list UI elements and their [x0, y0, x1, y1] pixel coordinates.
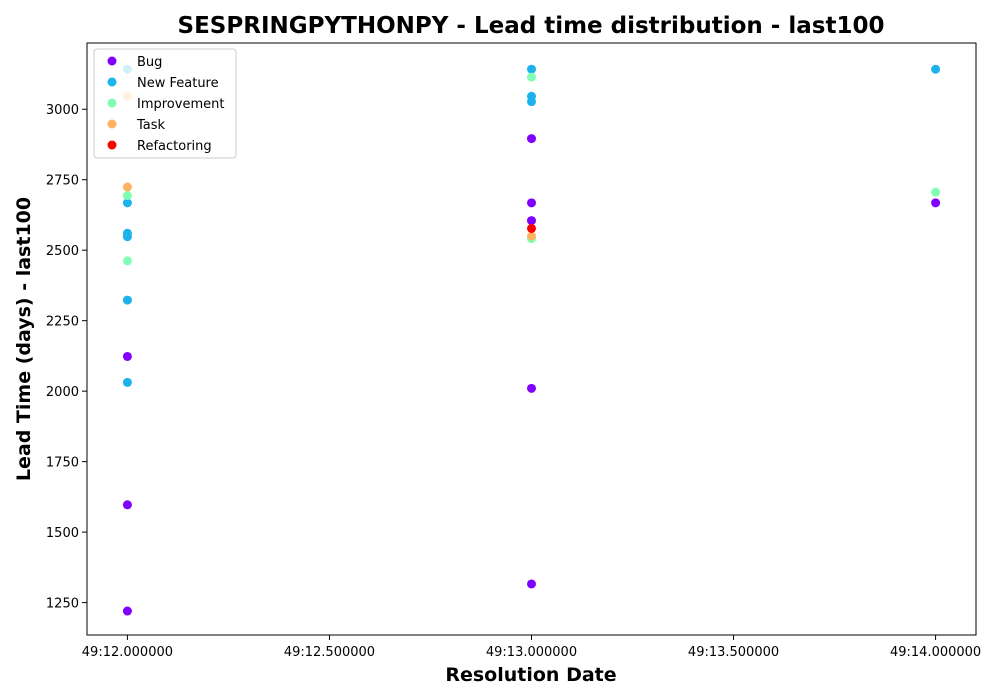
point-bug — [527, 134, 536, 144]
point-new-feature — [122, 198, 132, 208]
point-bug — [122, 606, 132, 616]
y-axis-ticks: 1250 1500 1750 2000 2250 2500 2750 3000 — [46, 103, 87, 612]
legend-marker-new-feature — [107, 77, 117, 87]
point-bug — [931, 198, 941, 208]
point-bug — [122, 351, 132, 361]
x-axis-label: Resolution Date — [445, 664, 616, 686]
point-task — [122, 182, 132, 192]
y-tick-label: 2750 — [46, 174, 79, 189]
point-new-feature — [122, 228, 132, 238]
point-new-feature — [122, 377, 132, 387]
legend: Bug New Feature Improvement Task Refactoring — [93, 48, 237, 159]
legend-box — [93, 48, 237, 159]
point-bug — [527, 579, 536, 589]
y-tick-label: 2250 — [46, 315, 79, 330]
legend-marker-task — [107, 119, 117, 129]
point-refactoring — [527, 223, 536, 233]
y-tick-label: 2500 — [46, 244, 79, 259]
y-tick-label: 1500 — [46, 526, 79, 541]
legend-label-task: Task — [136, 118, 166, 133]
point-improvement — [122, 191, 132, 201]
y-axis-label: Lead Time (days) - last100 — [13, 197, 35, 481]
legend-marker-improvement — [107, 98, 117, 108]
point-bug — [527, 383, 536, 393]
point-improvement — [931, 187, 941, 197]
point-new-feature — [931, 64, 941, 74]
points-layer — [122, 64, 941, 616]
point-bug — [122, 500, 132, 510]
legend-label-new-feature: New Feature — [137, 76, 219, 91]
y-tick-label: 2000 — [46, 385, 79, 400]
point-new-feature — [527, 64, 536, 74]
y-tick-label: 1250 — [46, 597, 79, 612]
x-tick-label: 49:13.500000 — [688, 645, 779, 660]
point-bug — [527, 216, 536, 226]
chart-title: SESPRINGPYTHONPY - Lead time distributio… — [178, 13, 885, 39]
legend-label-improvement: Improvement — [137, 97, 224, 112]
x-tick-label: 49:14.000000 — [890, 645, 981, 660]
point-improvement — [527, 72, 536, 82]
point-new-feature — [122, 295, 132, 305]
legend-marker-bug — [107, 56, 117, 66]
point-bug — [527, 198, 536, 208]
point-improvement — [122, 256, 132, 266]
x-tick-label: 49:12.000000 — [82, 645, 173, 660]
y-tick-label: 1750 — [46, 456, 79, 471]
legend-label-bug: Bug — [137, 55, 162, 70]
legend-marker-refactoring — [107, 140, 117, 150]
x-axis-ticks: 49:12.000000 49:12.500000 49:13.000000 49:1… — [82, 635, 981, 660]
legend-label-refactoring: Refactoring — [137, 139, 212, 154]
point-task — [527, 231, 536, 241]
x-tick-label: 49:12.500000 — [284, 645, 375, 660]
y-tick-label: 3000 — [46, 103, 79, 118]
point-new-feature — [527, 91, 536, 101]
x-tick-label: 49:13.000000 — [486, 645, 577, 660]
